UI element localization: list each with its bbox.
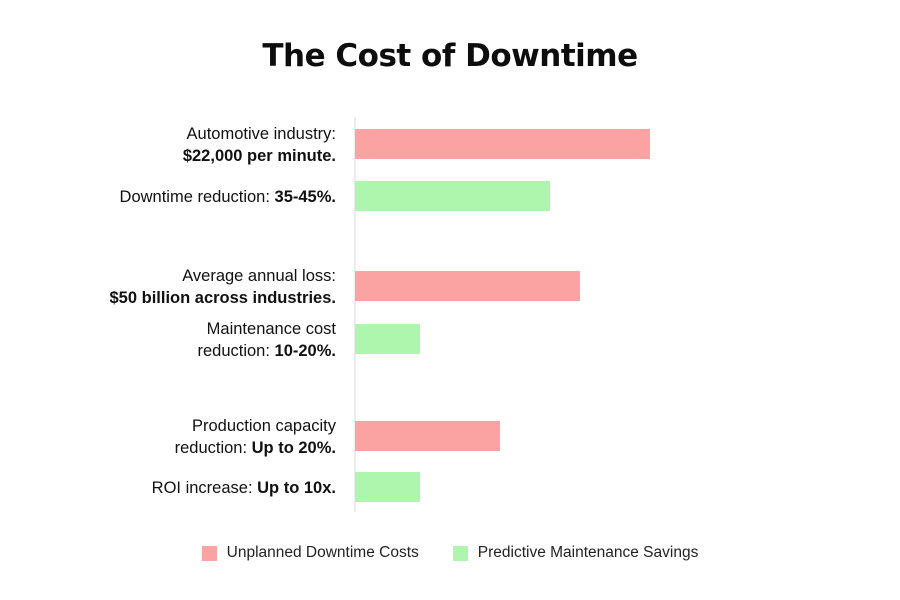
- bar-label-segment: Maintenance cost: [207, 320, 337, 338]
- bar-label-segment: Average annual loss:: [182, 267, 336, 285]
- legend-item-costs: Unplanned Downtime Costs: [201, 544, 419, 562]
- bar-label-segment: reduction:: [175, 439, 252, 457]
- bar-label-4-line-1: reduction: Up to 20%.: [175, 439, 336, 457]
- bar-label-0-line-1: $22,000 per minute.: [183, 147, 336, 165]
- bar-label-segment: Up to 20%.: [252, 439, 336, 457]
- bar-label-segment: $22,000 per minute.: [183, 147, 336, 165]
- bar-savings-5: [355, 472, 420, 502]
- bar-label-segment: $50 billion across industries.: [110, 289, 337, 307]
- bar-label-2-line-1: $50 billion across industries.: [110, 289, 337, 307]
- bar-label-segment: reduction:: [197, 342, 274, 360]
- legend-item-savings: Predictive Maintenance Savings: [452, 544, 699, 562]
- bar-label-1-line-0: Downtime reduction: 35-45%.: [120, 188, 336, 206]
- bar-savings-3: [355, 324, 420, 354]
- bar-label-4-line-0: Production capacity: [192, 417, 337, 435]
- legend: Unplanned Downtime Costs Predictive Main…: [0, 544, 900, 562]
- bar-label-segment: Automotive industry:: [187, 125, 336, 143]
- bar-label-segment: Downtime reduction:: [120, 188, 275, 206]
- bar-label-3-line-0: Maintenance cost: [207, 320, 337, 338]
- legend-label-savings: Predictive Maintenance Savings: [477, 544, 699, 561]
- bar-label-segment: Up to 10x.: [257, 479, 336, 497]
- legend-swatch-savings: [452, 545, 468, 561]
- bar-costs-4: [355, 421, 500, 451]
- bar-label-segment: 35-45%.: [275, 188, 336, 206]
- legend-label-costs: Unplanned Downtime Costs: [226, 544, 419, 561]
- bar-label-3-line-1: reduction: 10-20%.: [197, 342, 336, 360]
- chart-title: The Cost of Downtime: [262, 38, 638, 74]
- bar-label-0-line-0: Automotive industry:: [187, 125, 336, 143]
- bar-label-5-line-0: ROI increase: Up to 10x.: [152, 479, 336, 497]
- bar-savings-1: [355, 181, 550, 211]
- bar-label-segment: 10-20%.: [275, 342, 336, 360]
- legend-swatch-costs: [201, 545, 217, 561]
- bar-label-segment: ROI increase:: [152, 479, 257, 497]
- bar-label-2-line-0: Average annual loss:: [182, 267, 336, 285]
- bar-label-segment: Production capacity: [192, 417, 337, 435]
- bar-costs-2: [355, 271, 580, 301]
- bar-costs-0: [355, 129, 650, 159]
